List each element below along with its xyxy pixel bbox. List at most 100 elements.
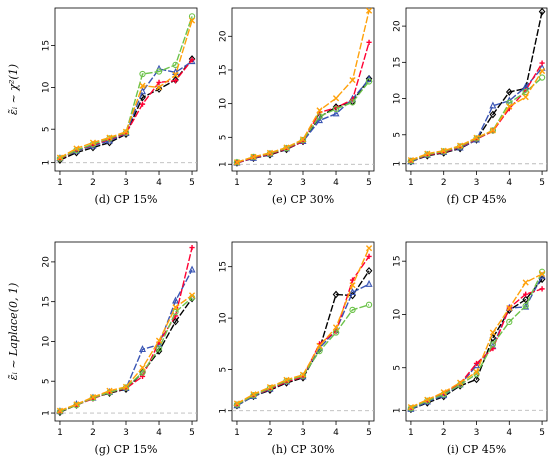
data-point-blue [440,391,448,399]
data-point-orange [89,394,97,401]
data-point-green [139,70,146,78]
data-point-orange [233,400,241,407]
y-tick-label: 1 [42,160,52,166]
data-point-green [188,13,196,20]
data-point-orange [188,292,196,299]
x-tick-label: 3 [123,178,129,188]
y-tick-label: 10 [42,335,52,347]
series-line-red [410,288,543,409]
data-point-red [156,79,162,85]
data-point-green [349,306,356,314]
x-tick-label: 2 [90,178,96,188]
y-tick-label: 15 [393,255,403,266]
plot-frame [54,7,198,172]
data-point-orange [266,149,274,156]
data-point-red [366,253,372,260]
data-point-blue [316,116,324,124]
y-tick-label: 5 [42,126,52,132]
data-point-orange [106,134,113,141]
y-tick-label: 1 [219,408,229,414]
data-point-black [489,110,497,119]
data-point-orange [56,407,64,414]
data-point-orange [283,144,290,151]
x-tick-label: 3 [474,178,480,188]
x-tick-label: 5 [189,428,195,438]
data-point-red [539,60,545,66]
y-tick-label: 5 [42,378,52,384]
data-point-orange [73,145,80,152]
series-line-green [59,297,193,413]
series-line-blue [236,283,370,407]
data-point-orange [522,279,529,286]
x-tick-label: 2 [267,178,273,188]
y-tick-label: 1 [219,161,229,167]
data-point-green [489,341,497,348]
data-point-orange [522,94,529,101]
data-point-orange [316,107,323,114]
series-line-orange [410,70,543,161]
data-point-orange [365,7,373,14]
data-point-green [250,392,257,399]
data-point-orange [457,142,464,149]
data-point-red [473,360,480,367]
plot-frame [231,7,375,172]
data-point-black [365,266,373,275]
data-point-orange [489,127,496,134]
x-tick-label: 1 [408,428,414,438]
plot-frame [54,241,198,422]
y-tick-label: 5 [219,367,229,373]
x-tick-label: 3 [300,428,306,438]
y-tick-label: 5 [219,134,229,140]
series-line-blue [410,67,543,163]
series-line-blue [59,60,193,160]
data-point-orange [155,84,163,91]
data-point-orange [283,376,290,383]
data-point-orange [538,270,546,278]
data-point-orange [139,82,146,89]
data-point-green [538,74,546,81]
data-point-green [155,68,163,75]
data-point-black [473,375,480,384]
x-tick-label: 5 [539,178,545,188]
data-point-orange [473,368,480,376]
data-point-red [366,39,372,45]
y-tick-label: 15 [219,261,229,272]
panel-caption: (i) CP 45% [447,443,506,456]
data-point-green [506,99,513,107]
data-point-black [505,88,513,96]
data-point-red [539,286,545,292]
data-point-orange [188,17,196,24]
data-point-black [538,7,546,16]
data-point-red [523,291,529,297]
y-tick-label: 5 [393,132,403,138]
data-point-orange [122,128,130,135]
series-line-green [236,304,370,406]
data-point-green [407,405,415,412]
series-line-black [236,78,370,164]
data-point-orange [506,103,513,110]
data-point-orange [440,147,447,154]
x-tick-label: 4 [506,178,512,188]
data-point-green [283,377,290,385]
series-line-blue [236,78,370,164]
data-point-orange [89,139,97,146]
x-tick-label: 5 [366,178,372,188]
x-tick-label: 5 [189,178,195,188]
data-point-orange [349,282,356,289]
data-point-orange [440,389,447,396]
data-point-orange [538,67,546,75]
series-line-black [410,278,543,410]
x-tick-label: 3 [474,428,480,438]
data-point-orange [250,153,257,160]
series-line-orange [59,294,193,412]
data-point-orange [473,134,480,141]
data-point-orange [332,95,340,102]
data-point-green [522,302,529,310]
series-line-black [59,298,193,413]
x-tick-label: 2 [441,178,447,188]
panel-caption: (g) CP 15% [95,443,158,456]
data-point-black [172,317,179,326]
